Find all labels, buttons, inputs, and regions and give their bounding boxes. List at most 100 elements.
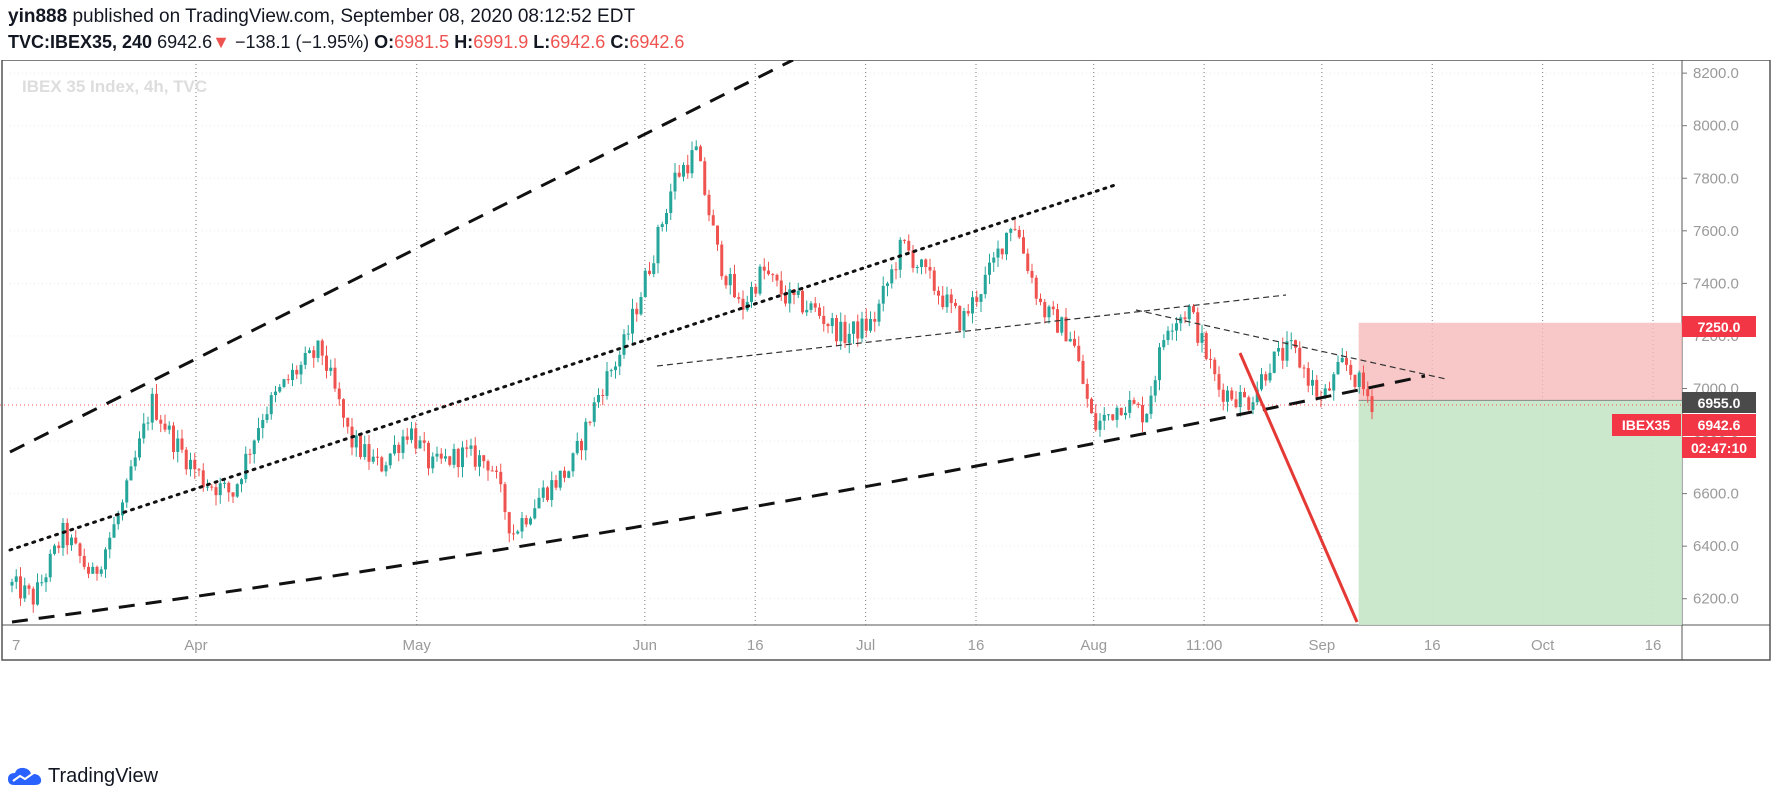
candle-body bbox=[996, 248, 1000, 258]
candle-body bbox=[1128, 399, 1132, 413]
upper-channel-line[interactable] bbox=[9, 60, 794, 454]
candle-body bbox=[1068, 338, 1072, 342]
candle-body bbox=[690, 150, 694, 174]
candle-body bbox=[269, 395, 273, 415]
candle-body bbox=[890, 269, 894, 284]
candle-body bbox=[911, 250, 915, 268]
candle-body bbox=[979, 294, 983, 302]
x-tick-label: 7 bbox=[12, 637, 20, 654]
candle-body bbox=[112, 524, 116, 538]
candle-body bbox=[1000, 248, 1004, 255]
candle-body bbox=[435, 453, 439, 457]
candle-body bbox=[915, 267, 919, 269]
candle-body bbox=[248, 453, 252, 455]
author-name[interactable]: yin888 bbox=[8, 6, 68, 27]
published-text: published on TradingView.com, September … bbox=[72, 6, 636, 27]
candle-body bbox=[992, 257, 996, 263]
candle-body bbox=[499, 471, 503, 485]
candle-body bbox=[40, 582, 44, 584]
target-zone[interactable] bbox=[1358, 400, 1682, 625]
candle-body bbox=[1340, 357, 1344, 362]
candle-body bbox=[1192, 306, 1195, 313]
candle-body bbox=[316, 340, 320, 358]
candle-body bbox=[70, 537, 73, 546]
candle-body bbox=[265, 414, 269, 420]
candle-body bbox=[631, 308, 634, 334]
candle-body bbox=[150, 393, 154, 423]
candle-body bbox=[1187, 306, 1191, 320]
symbol-label[interactable]: TVC:IBEX35, 240 bbox=[8, 32, 153, 52]
price-chart[interactable]: IBEX 35 Index, 4h, TVC 6200.0 6400.0 6600.… bbox=[0, 60, 1783, 760]
publish-line: yin888 published on TradingView.com, Sep… bbox=[8, 6, 1768, 28]
candle-body bbox=[1115, 407, 1119, 420]
candle-body bbox=[852, 321, 855, 334]
candle-body bbox=[159, 419, 163, 424]
candle-body bbox=[1090, 398, 1093, 414]
candle-body bbox=[1234, 399, 1238, 408]
candle-body bbox=[1281, 348, 1285, 361]
candle-body bbox=[133, 457, 137, 467]
candle-body bbox=[431, 456, 435, 469]
tradingview-brand[interactable]: TradingView bbox=[48, 765, 159, 787]
candle-body bbox=[907, 240, 911, 251]
projection-arrow-line[interactable] bbox=[1238, 352, 1359, 623]
candle-body bbox=[418, 440, 422, 449]
wedge-lower-line[interactable] bbox=[1135, 309, 1447, 380]
candle-body bbox=[1200, 333, 1204, 343]
dotted-trend-line[interactable] bbox=[8, 182, 1120, 552]
candle-body bbox=[1132, 399, 1136, 404]
candle-body bbox=[104, 549, 107, 570]
candle-body bbox=[201, 470, 205, 488]
candle-body bbox=[503, 484, 507, 513]
candle-body bbox=[121, 502, 124, 516]
stop-loss-zone[interactable] bbox=[1358, 322, 1682, 401]
candle-body bbox=[520, 518, 524, 532]
trend-drawings[interactable] bbox=[0, 60, 1682, 624]
lower-channel-line[interactable] bbox=[11, 374, 1426, 624]
candle-body bbox=[954, 302, 957, 306]
candle-body bbox=[452, 448, 456, 465]
candle-body bbox=[762, 266, 766, 271]
candle-body bbox=[1294, 340, 1297, 348]
candle-body bbox=[1102, 414, 1106, 421]
position-tool[interactable] bbox=[1358, 322, 1682, 625]
high-value: 6991.9 bbox=[473, 32, 529, 52]
close-label: C: bbox=[610, 32, 630, 52]
candle-body bbox=[941, 295, 945, 308]
candle-body bbox=[660, 224, 664, 228]
candle-body bbox=[1136, 403, 1140, 406]
candle-body bbox=[754, 286, 758, 294]
price-scale-labels: 7250.0 6955.0 IBEX35 6942.6 02:47:10 bbox=[1612, 316, 1756, 458]
candle-body bbox=[308, 350, 311, 353]
countdown-tag: 02:47:10 bbox=[1691, 440, 1747, 456]
wedge-upper-line[interactable] bbox=[656, 294, 1287, 367]
candle-body bbox=[813, 303, 817, 308]
candle-body bbox=[983, 274, 987, 295]
candle-body bbox=[601, 395, 605, 397]
candle-body bbox=[495, 470, 498, 472]
candle-body bbox=[129, 466, 133, 481]
candle-body bbox=[74, 537, 78, 544]
candle-body bbox=[724, 276, 728, 286]
candle-body bbox=[945, 294, 949, 308]
candle-body bbox=[1328, 388, 1331, 391]
candle-body bbox=[1251, 402, 1255, 410]
candle-body bbox=[244, 453, 248, 480]
candle-body bbox=[1264, 374, 1268, 381]
candle-body bbox=[286, 379, 290, 381]
candle-body bbox=[1162, 340, 1166, 348]
tradingview-cloud-icon bbox=[8, 767, 42, 785]
candle-body bbox=[278, 386, 282, 392]
symbol-tag: IBEX35 bbox=[1622, 417, 1670, 433]
candle-body bbox=[737, 297, 741, 299]
candle-body bbox=[384, 465, 388, 472]
candle-body bbox=[1345, 357, 1348, 365]
y-tick-label: 7800.0 bbox=[1693, 170, 1739, 187]
candle-body bbox=[342, 399, 345, 418]
candle-body bbox=[741, 298, 745, 310]
candle-body bbox=[1289, 340, 1293, 342]
candle-body bbox=[775, 274, 779, 281]
candle-body bbox=[937, 290, 940, 296]
candle-body bbox=[507, 512, 511, 534]
candle-body bbox=[1366, 389, 1370, 397]
